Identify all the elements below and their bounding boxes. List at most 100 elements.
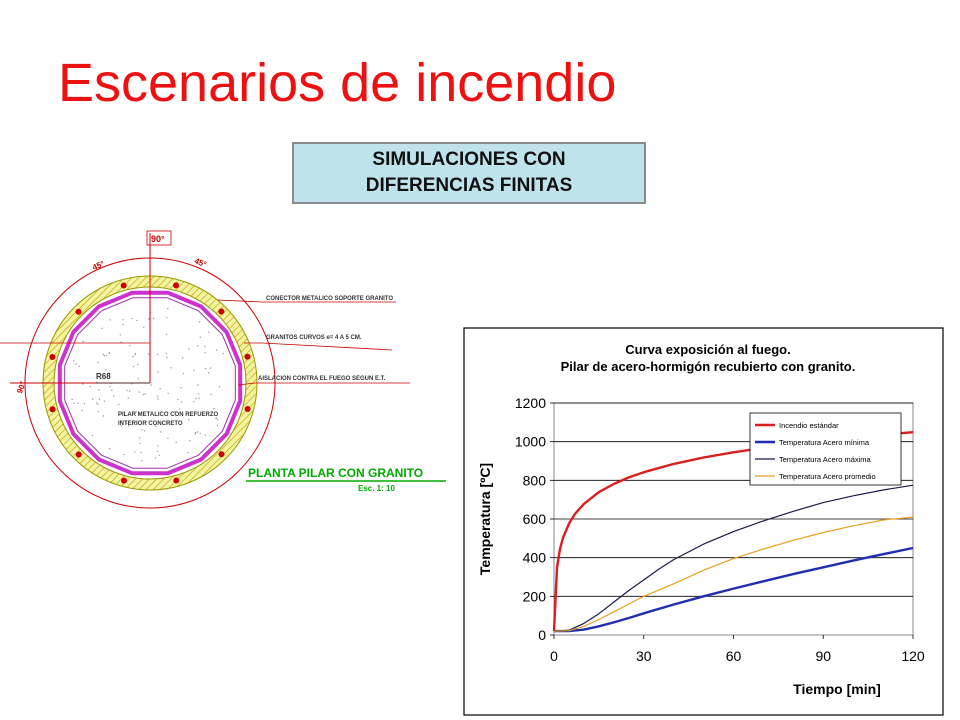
chart-legend: Incendio estándar Temperatura Acero mínim… <box>749 412 902 486</box>
steel-column-inner-outline <box>64 297 236 469</box>
concrete-speck <box>167 437 169 439</box>
concrete-speck <box>111 389 113 391</box>
concrete-speck <box>128 425 130 427</box>
concrete-speck <box>166 422 168 425</box>
concrete-speck <box>178 408 181 410</box>
y-tick-label: 200 <box>523 588 547 604</box>
concrete-speck <box>103 355 106 357</box>
concrete-speck <box>92 398 94 400</box>
y-tick-labels: 0 200 400 600 800 1000 1200 <box>515 395 546 643</box>
concrete-speck <box>120 341 122 343</box>
concrete-speck <box>167 392 169 395</box>
inner-label-line-1: PILAR METALICO CON REFUERZO <box>118 412 219 418</box>
series-line-2 <box>554 546 914 633</box>
concrete-speck <box>204 434 206 436</box>
concrete-speck <box>175 441 177 444</box>
concrete-speck <box>194 431 197 434</box>
concrete-speck <box>143 326 145 328</box>
callout-1-text: CONECTOR METALICO SOPORTE GRANITO <box>266 296 393 302</box>
concrete-speck <box>98 373 100 375</box>
concrete-speck <box>108 372 110 374</box>
concrete-speck <box>108 351 111 354</box>
concrete-speck <box>98 398 101 400</box>
column-section-drawing: 90° 45° 45° 90° R68 PILAR METALICO CON R… <box>0 230 446 509</box>
concrete-speck <box>199 336 201 338</box>
legend-label-4: Temperatura Acero promedio <box>779 472 876 481</box>
concrete-speck <box>182 372 185 375</box>
concrete-speck <box>134 352 137 355</box>
concrete-speck <box>157 371 159 373</box>
plan-title: PLANTA PILAR CON GRANITO <box>248 466 423 480</box>
connector-marker <box>218 308 225 315</box>
angle-top-label: 90° <box>151 234 165 244</box>
concrete-speck <box>159 388 161 390</box>
concrete-speck <box>97 411 99 413</box>
y-tick-label: 1200 <box>515 395 546 411</box>
concrete-speck <box>81 409 83 412</box>
concrete-speck <box>139 442 141 445</box>
concrete-speck <box>150 384 152 386</box>
plan-scale: Esc. 1: 10 <box>358 484 395 493</box>
concrete-speck <box>105 355 108 357</box>
concrete-speck <box>135 411 137 413</box>
concrete-speck <box>209 367 212 369</box>
concrete-speck <box>131 317 133 320</box>
y-axis-title: Temperatura [ºC] <box>477 463 493 575</box>
concrete-speck <box>182 357 184 359</box>
connector-marker <box>49 354 56 360</box>
radius-label: R68 <box>96 372 111 381</box>
concrete-speck <box>132 365 134 368</box>
concrete-speck <box>140 451 142 454</box>
slide-title: Escenarios de incendio <box>58 53 617 113</box>
concrete-speck <box>120 425 122 427</box>
series-line-3 <box>553 484 914 632</box>
x-axis-title: Tiempo [min] <box>793 681 881 697</box>
concrete-speck <box>105 368 107 371</box>
y-tick-label: 1000 <box>515 434 546 450</box>
callout-3-text: AISLACION CONTRA EL FUEGO SEGUN E.T. <box>258 376 386 382</box>
concrete-speck <box>160 431 162 433</box>
top-angle-box <box>146 230 172 246</box>
concrete-speck <box>119 334 122 336</box>
connector-marker <box>244 353 251 360</box>
concrete-speck <box>174 410 176 413</box>
concrete-speck <box>102 353 105 356</box>
concrete-speck <box>193 369 195 371</box>
concrete-speck <box>197 384 199 386</box>
concrete-speck <box>145 421 148 423</box>
concrete-speck <box>89 385 91 388</box>
concrete-speck <box>208 331 210 333</box>
angle-left-label: 90° <box>15 380 28 394</box>
concrete-speck <box>83 403 86 405</box>
callout-2-text: GRANITOS CURVOS e= 4 A 5 CM. <box>266 335 362 341</box>
concrete-speck <box>189 440 191 442</box>
connector-marker <box>120 282 127 289</box>
concrete-speck <box>166 356 168 359</box>
x-tick-label: 60 <box>726 648 742 664</box>
concrete-speck <box>98 389 100 391</box>
concrete-speck <box>132 355 134 358</box>
concrete-speck <box>199 432 201 435</box>
x-tick-label: 0 <box>550 648 558 664</box>
concrete-speck <box>170 367 172 369</box>
concrete-speck <box>126 389 128 392</box>
connector-marker <box>173 282 179 289</box>
connector-marker <box>75 308 82 315</box>
concrete-speck <box>154 457 157 459</box>
x-tick-label: 90 <box>815 648 831 664</box>
concrete-speck <box>129 344 131 347</box>
concrete-speck <box>108 352 110 355</box>
concrete-speck <box>144 393 146 395</box>
steel-column-outline <box>57 290 243 476</box>
concrete-speck <box>141 460 143 462</box>
concrete-speck <box>137 363 139 366</box>
legend-label-3: Temperatura Acero máxima <box>779 455 872 464</box>
concrete-speck <box>180 401 183 403</box>
concrete-speck <box>166 317 168 319</box>
concrete-speck <box>139 437 141 439</box>
concrete-speck <box>198 321 201 323</box>
concrete-speck <box>82 340 84 343</box>
x-tick-labels: 0 30 60 90 120 <box>550 648 925 664</box>
x-tick-label: 30 <box>636 648 652 664</box>
concrete-speck <box>109 319 111 321</box>
